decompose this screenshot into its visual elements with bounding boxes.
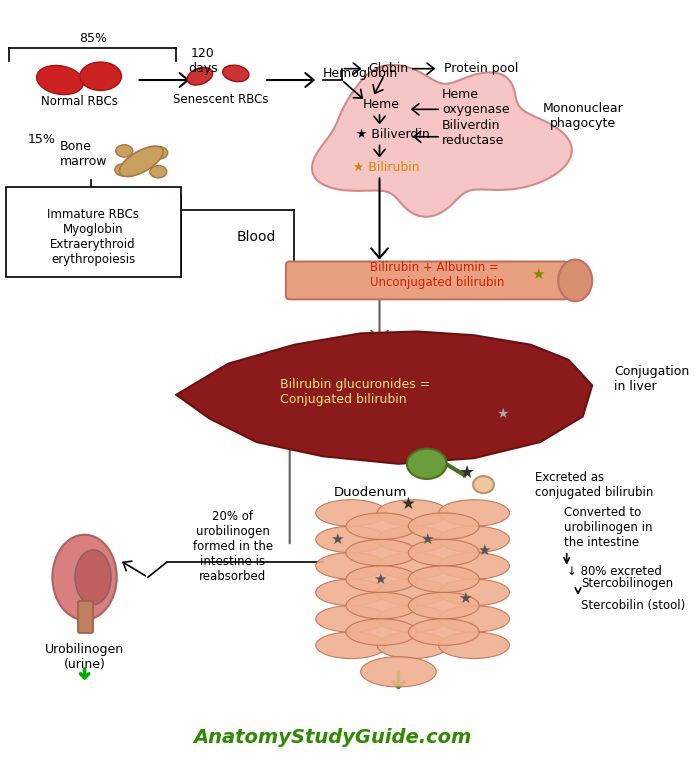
Ellipse shape <box>346 593 416 619</box>
Ellipse shape <box>316 500 386 526</box>
Text: 15%: 15% <box>28 133 56 146</box>
Text: Stercobilinogen: Stercobilinogen <box>581 577 673 590</box>
Text: ★: ★ <box>372 572 386 586</box>
Text: Blood: Blood <box>237 230 276 244</box>
Ellipse shape <box>558 260 592 301</box>
Ellipse shape <box>407 449 447 479</box>
FancyBboxPatch shape <box>6 187 181 276</box>
Ellipse shape <box>360 657 436 687</box>
Ellipse shape <box>316 526 386 553</box>
Text: Normal RBCs: Normal RBCs <box>41 96 118 108</box>
Ellipse shape <box>408 513 480 539</box>
Ellipse shape <box>346 513 416 539</box>
Ellipse shape <box>377 632 448 659</box>
Ellipse shape <box>408 539 480 566</box>
Text: ★ Bilirubin: ★ Bilirubin <box>353 161 420 175</box>
Ellipse shape <box>120 146 163 176</box>
Text: ★: ★ <box>458 464 475 482</box>
Ellipse shape <box>377 500 448 526</box>
Text: Immature RBCs
Myoglobin
Extraerythroid
erythropoiesis: Immature RBCs Myoglobin Extraerythroid e… <box>47 208 139 266</box>
Text: ★: ★ <box>496 406 509 420</box>
Ellipse shape <box>150 146 168 159</box>
Text: ★: ★ <box>477 543 490 558</box>
Text: Stercobilin (stool): Stercobilin (stool) <box>581 599 685 612</box>
Text: Globin: Globin <box>368 62 408 75</box>
Text: 20% of
urobilinogen
formed in the
intestine is
reabsorbed: 20% of urobilinogen formed in the intest… <box>193 510 273 583</box>
Text: ★: ★ <box>420 532 433 547</box>
Text: Converted to
urobilinogen in
the intestine: Converted to urobilinogen in the intesti… <box>564 506 652 549</box>
Text: AnatomyStudyGuide.com: AnatomyStudyGuide.com <box>193 728 471 748</box>
Ellipse shape <box>115 164 132 176</box>
Ellipse shape <box>408 566 480 593</box>
Text: Urobilinogen
(urine): Urobilinogen (urine) <box>45 643 124 671</box>
Text: Conjugation
in liver: Conjugation in liver <box>614 365 690 393</box>
Ellipse shape <box>377 526 448 553</box>
Ellipse shape <box>439 526 510 553</box>
Text: Duodenum: Duodenum <box>333 485 407 499</box>
Ellipse shape <box>187 67 213 85</box>
Text: ★: ★ <box>330 532 344 547</box>
Text: 85%: 85% <box>79 32 107 45</box>
Text: Bilirubin glucuronides =
Conjugated bilirubin: Bilirubin glucuronides = Conjugated bili… <box>280 378 430 406</box>
Text: Protein pool: Protein pool <box>444 62 518 75</box>
Ellipse shape <box>52 535 117 620</box>
Polygon shape <box>312 65 572 217</box>
Ellipse shape <box>150 165 167 178</box>
Ellipse shape <box>80 62 121 90</box>
Text: ★ Biliverdin: ★ Biliverdin <box>356 128 430 142</box>
Ellipse shape <box>316 553 386 579</box>
Text: ★: ★ <box>531 267 545 282</box>
Text: Heme: Heme <box>363 98 400 111</box>
Ellipse shape <box>377 605 448 632</box>
Ellipse shape <box>316 605 386 632</box>
Ellipse shape <box>408 619 480 645</box>
Ellipse shape <box>316 632 386 659</box>
Ellipse shape <box>346 566 416 593</box>
Ellipse shape <box>439 500 510 526</box>
Ellipse shape <box>377 579 448 605</box>
Text: Heme
oxygenase: Heme oxygenase <box>442 88 510 116</box>
Text: Biliverdin
reductase: Biliverdin reductase <box>442 119 504 147</box>
Ellipse shape <box>346 539 416 566</box>
FancyBboxPatch shape <box>78 601 93 633</box>
Ellipse shape <box>346 619 416 645</box>
FancyBboxPatch shape <box>286 262 568 299</box>
Text: Hemoglobin: Hemoglobin <box>323 67 398 80</box>
Text: ★: ★ <box>458 590 471 605</box>
Ellipse shape <box>473 476 494 493</box>
Text: ★: ★ <box>400 495 415 513</box>
Ellipse shape <box>439 579 510 605</box>
Text: Bone
marrow: Bone marrow <box>60 139 108 168</box>
Ellipse shape <box>75 550 111 604</box>
Text: ↓ 80% excreted: ↓ 80% excreted <box>567 565 661 578</box>
Text: 120
days: 120 days <box>188 47 218 75</box>
Polygon shape <box>176 331 592 464</box>
Text: Bilirubin + Albumin =
Unconjugated bilirubin: Bilirubin + Albumin = Unconjugated bilir… <box>370 261 505 289</box>
Ellipse shape <box>36 66 83 95</box>
Text: Mononuclear
phagocyte: Mononuclear phagocyte <box>542 102 623 130</box>
Ellipse shape <box>377 553 448 579</box>
Ellipse shape <box>439 553 510 579</box>
Ellipse shape <box>439 632 510 659</box>
Ellipse shape <box>316 579 386 605</box>
Ellipse shape <box>116 145 133 157</box>
Text: Senescent RBCs: Senescent RBCs <box>173 93 268 106</box>
Ellipse shape <box>439 605 510 632</box>
Ellipse shape <box>408 593 480 619</box>
Ellipse shape <box>223 65 249 81</box>
Text: Excreted as
conjugated bilirubin: Excreted as conjugated bilirubin <box>536 471 654 499</box>
